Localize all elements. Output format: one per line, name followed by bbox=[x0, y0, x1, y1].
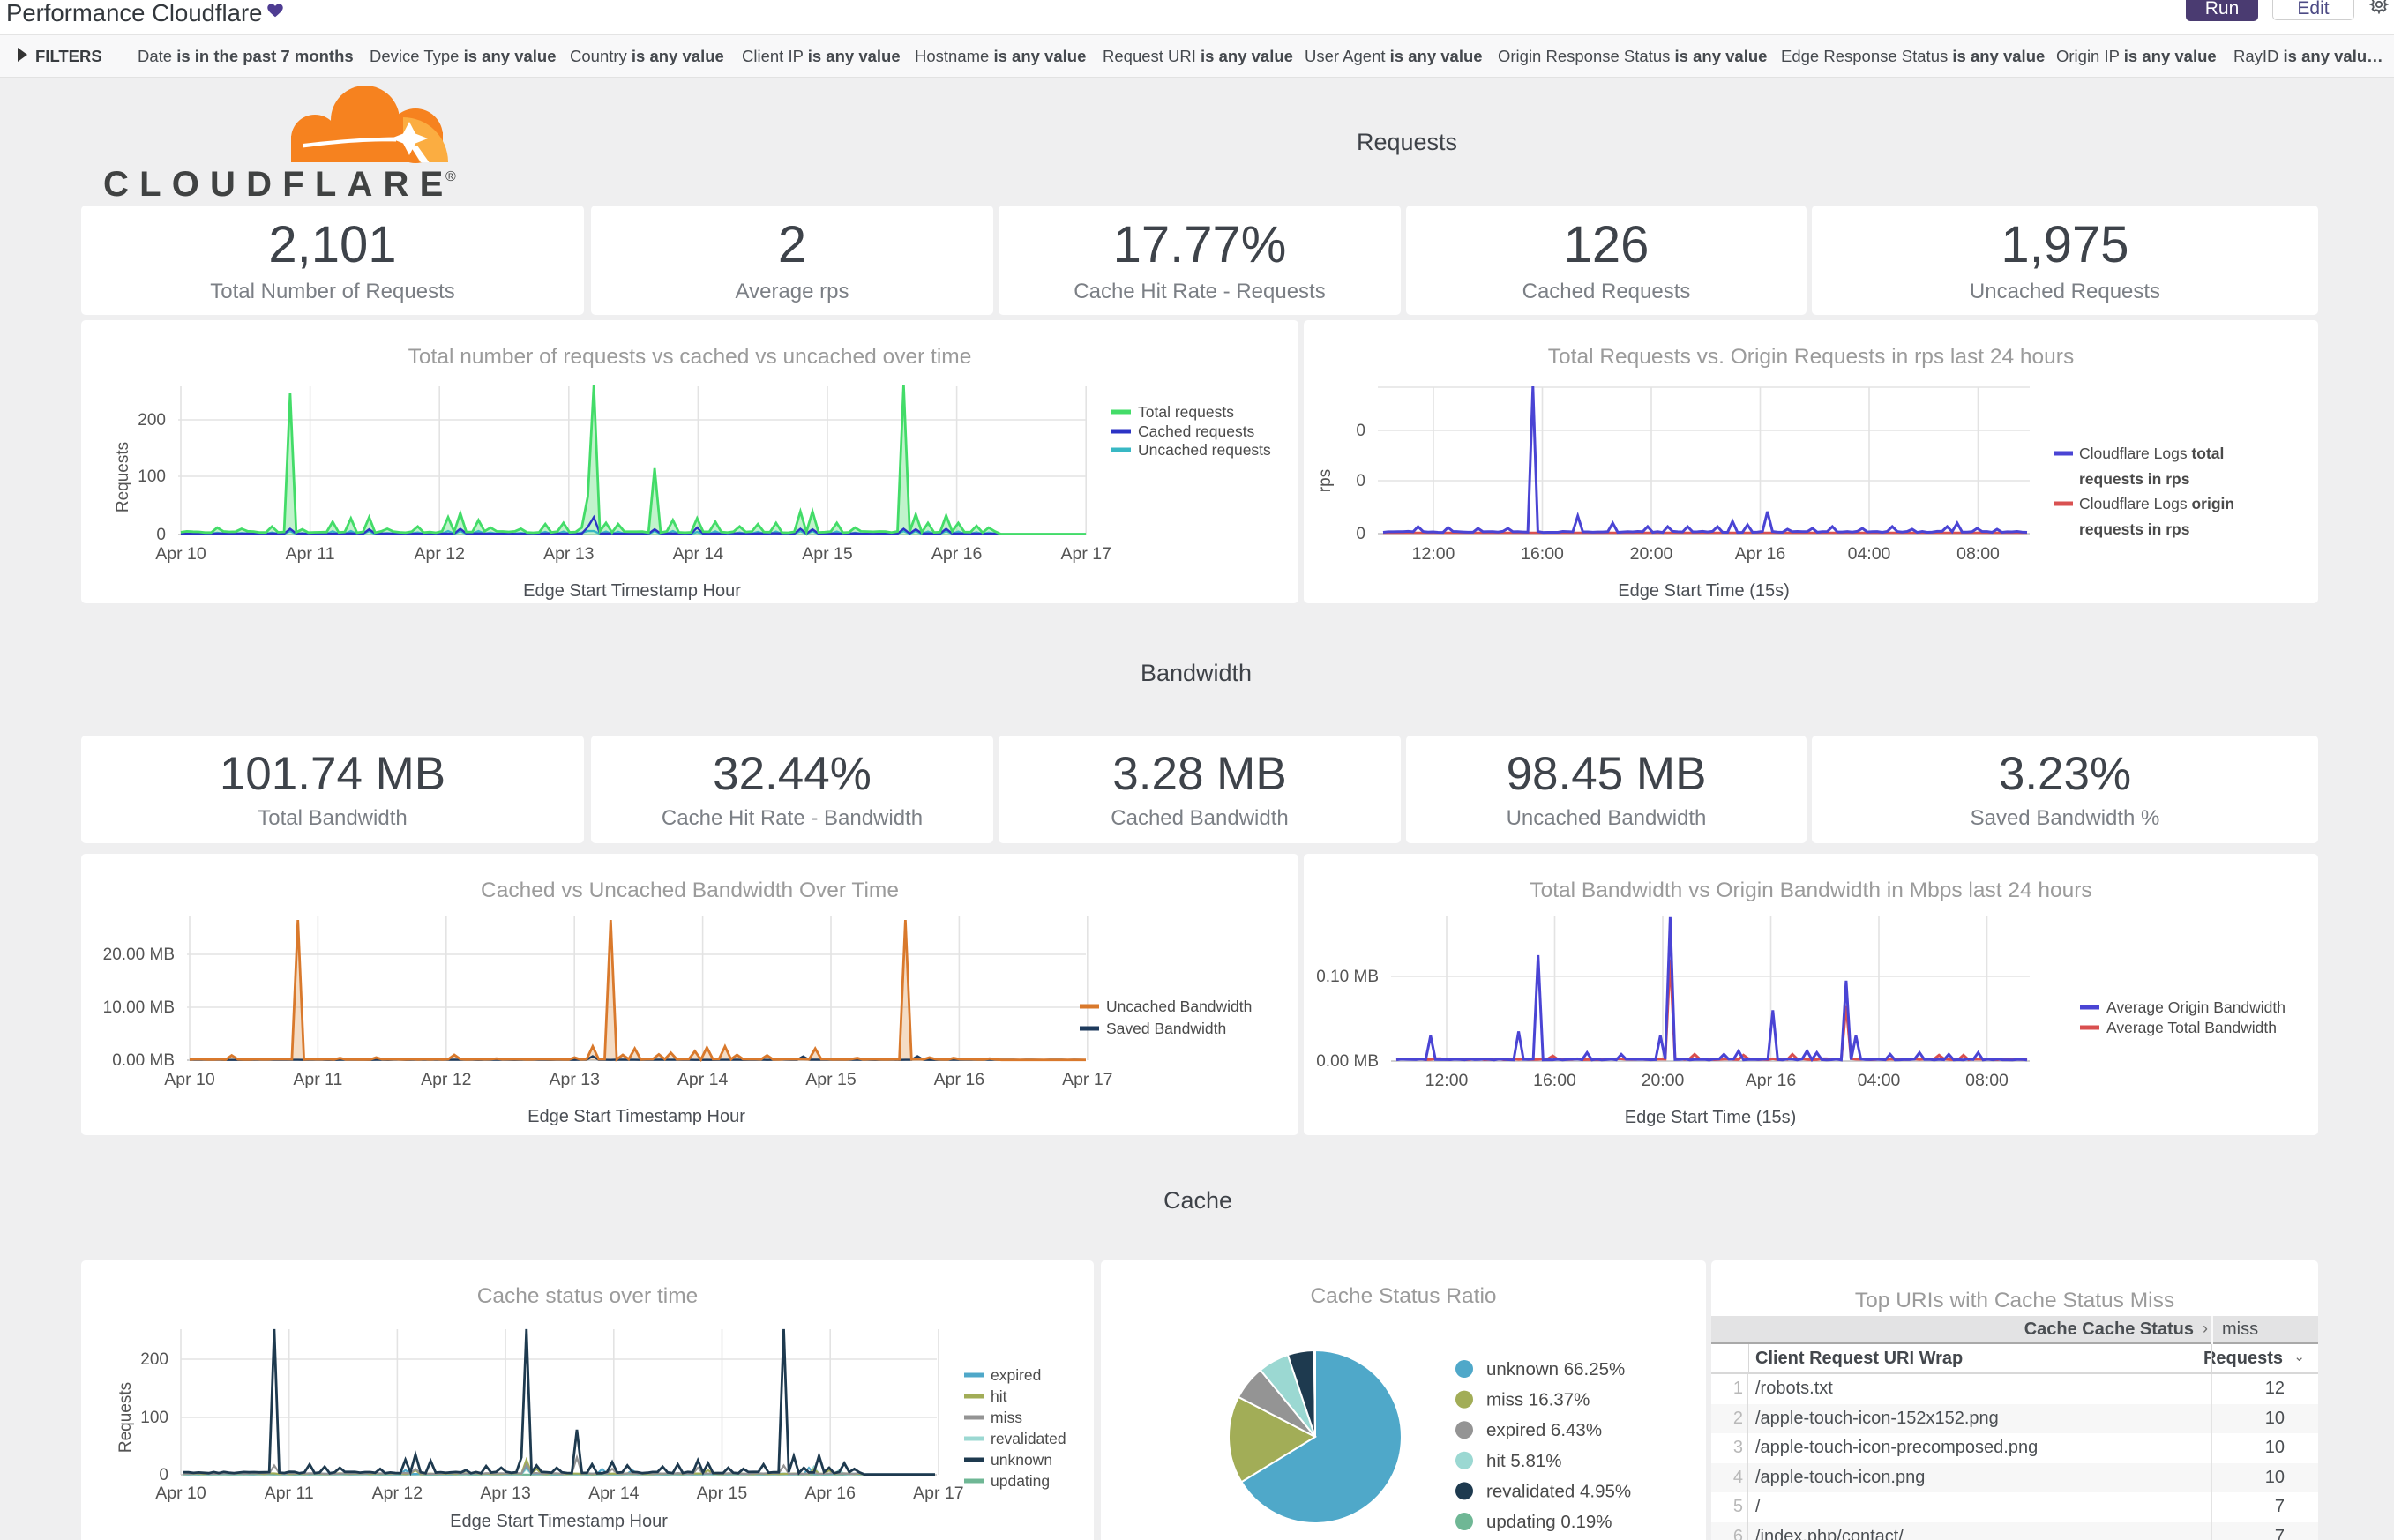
svg-text:04:00: 04:00 bbox=[1858, 1071, 1901, 1090]
svg-text:Uncached requests: Uncached requests bbox=[1138, 441, 1271, 459]
svg-text:200: 200 bbox=[138, 411, 166, 430]
svg-text:12:00: 12:00 bbox=[1412, 544, 1455, 564]
svg-text:Apr 16: Apr 16 bbox=[1735, 544, 1785, 564]
svg-text:Requests: Requests bbox=[116, 1382, 135, 1453]
svg-text:20:00: 20:00 bbox=[1630, 544, 1673, 564]
svg-text:Apr 17: Apr 17 bbox=[1062, 1070, 1112, 1089]
svg-text:Apr 11: Apr 11 bbox=[293, 1070, 342, 1089]
svg-text:Apr 12: Apr 12 bbox=[414, 544, 464, 564]
svg-text:Cached requests: Cached requests bbox=[1138, 422, 1255, 440]
svg-text:expired 6.43%: expired 6.43% bbox=[1486, 1420, 1602, 1440]
svg-text:CLOUDFLARE: CLOUDFLARE bbox=[103, 165, 454, 204]
svg-text:10.00 MB: 10.00 MB bbox=[103, 998, 175, 1017]
svg-text:Edge Start Timestamp Hour: Edge Start Timestamp Hour bbox=[450, 1512, 668, 1531]
svg-text:miss 16.37%: miss 16.37% bbox=[1486, 1390, 1590, 1410]
svg-text:20:00: 20:00 bbox=[1642, 1071, 1685, 1090]
svg-text:0.00 MB: 0.00 MB bbox=[112, 1051, 175, 1070]
svg-text:0: 0 bbox=[159, 1466, 168, 1484]
svg-text:Cached vs Uncached Bandwidth O: Cached vs Uncached Bandwidth Over Time bbox=[481, 878, 899, 902]
svg-text:revalidated 4.95%: revalidated 4.95% bbox=[1486, 1481, 1631, 1501]
svg-text:®: ® bbox=[445, 169, 456, 184]
svg-text:Apr 15: Apr 15 bbox=[805, 1070, 857, 1089]
svg-text:Apr 16: Apr 16 bbox=[934, 1070, 984, 1089]
svg-text:requests in rps: requests in rps bbox=[2079, 470, 2190, 488]
svg-text:0.10 MB: 0.10 MB bbox=[1316, 968, 1379, 986]
svg-text:16:00: 16:00 bbox=[1521, 544, 1564, 564]
svg-text:updating 0.19%: updating 0.19% bbox=[1486, 1512, 1612, 1532]
svg-text:0: 0 bbox=[1356, 472, 1365, 490]
svg-text:Apr 10: Apr 10 bbox=[164, 1070, 215, 1089]
svg-text:Edge Start Time (15s): Edge Start Time (15s) bbox=[1618, 581, 1790, 601]
svg-text:0: 0 bbox=[156, 526, 166, 544]
svg-text:unknown: unknown bbox=[991, 1451, 1052, 1469]
svg-text:Apr 13: Apr 13 bbox=[543, 544, 594, 564]
svg-text:12:00: 12:00 bbox=[1425, 1071, 1469, 1090]
svg-text:Requests: Requests bbox=[114, 442, 132, 512]
svg-text:Total Bandwidth vs Origin Band: Total Bandwidth vs Origin Bandwidth in M… bbox=[1530, 878, 2091, 902]
svg-text:Cloudflare Logs total: Cloudflare Logs total bbox=[2079, 445, 2224, 462]
svg-text:Cloudflare Logs origin: Cloudflare Logs origin bbox=[2079, 495, 2234, 512]
svg-text:Apr 14: Apr 14 bbox=[588, 1484, 640, 1503]
svg-text:revalidated: revalidated bbox=[991, 1430, 1066, 1447]
svg-text:unknown 66.25%: unknown 66.25% bbox=[1486, 1359, 1625, 1379]
svg-text:Apr 12: Apr 12 bbox=[372, 1484, 423, 1503]
svg-text:Apr 10: Apr 10 bbox=[155, 1484, 206, 1503]
svg-text:Average Origin Bandwidth: Average Origin Bandwidth bbox=[2106, 998, 2286, 1016]
svg-text:updating: updating bbox=[991, 1472, 1050, 1490]
svg-text:0: 0 bbox=[1356, 525, 1365, 543]
svg-text:04:00: 04:00 bbox=[1848, 544, 1891, 564]
svg-text:Edge Start Timestamp Hour: Edge Start Timestamp Hour bbox=[527, 1107, 745, 1126]
svg-text:20.00 MB: 20.00 MB bbox=[103, 946, 175, 964]
svg-text:100: 100 bbox=[140, 1409, 168, 1427]
svg-text:Apr 16: Apr 16 bbox=[804, 1484, 855, 1503]
svg-text:Apr 10: Apr 10 bbox=[155, 544, 206, 564]
svg-text:100: 100 bbox=[138, 467, 166, 486]
svg-text:200: 200 bbox=[140, 1350, 168, 1369]
svg-text:rps: rps bbox=[1316, 469, 1335, 492]
svg-text:Total requests: Total requests bbox=[1138, 403, 1234, 421]
svg-text:Apr 12: Apr 12 bbox=[421, 1070, 471, 1089]
svg-text:Edge Start Time (15s): Edge Start Time (15s) bbox=[1625, 1108, 1797, 1127]
svg-text:hit: hit bbox=[991, 1387, 1007, 1405]
svg-text:Apr 17: Apr 17 bbox=[913, 1484, 963, 1503]
svg-text:expired: expired bbox=[991, 1366, 1041, 1384]
svg-text:Apr 14: Apr 14 bbox=[673, 544, 724, 564]
svg-text:Apr 13: Apr 13 bbox=[480, 1484, 530, 1503]
svg-text:Apr 11: Apr 11 bbox=[286, 544, 335, 564]
svg-text:08:00: 08:00 bbox=[1965, 1071, 2009, 1090]
svg-text:Saved Bandwidth: Saved Bandwidth bbox=[1106, 1020, 1226, 1037]
svg-text:Apr 11: Apr 11 bbox=[265, 1484, 314, 1503]
svg-text:Apr 15: Apr 15 bbox=[802, 544, 853, 564]
svg-text:Apr 17: Apr 17 bbox=[1060, 544, 1111, 564]
svg-text:16:00: 16:00 bbox=[1533, 1071, 1576, 1090]
svg-text:hit 5.81%: hit 5.81% bbox=[1486, 1451, 1561, 1471]
svg-text:Apr 16: Apr 16 bbox=[931, 544, 982, 564]
svg-text:Average Total Bandwidth: Average Total Bandwidth bbox=[2106, 1019, 2277, 1036]
svg-text:miss: miss bbox=[991, 1409, 1022, 1426]
svg-text:Total number of requests vs ca: Total number of requests vs cached vs un… bbox=[408, 345, 972, 369]
svg-text:requests in rps: requests in rps bbox=[2079, 520, 2190, 538]
svg-text:0.00 MB: 0.00 MB bbox=[1316, 1052, 1379, 1071]
svg-text:Cache Status Ratio: Cache Status Ratio bbox=[1310, 1284, 1496, 1308]
svg-text:Cache status over time: Cache status over time bbox=[477, 1284, 699, 1308]
svg-text:Apr 13: Apr 13 bbox=[549, 1070, 599, 1089]
svg-text:Apr 15: Apr 15 bbox=[697, 1484, 748, 1503]
svg-text:0: 0 bbox=[1356, 422, 1365, 440]
svg-text:Uncached Bandwidth: Uncached Bandwidth bbox=[1106, 998, 1252, 1015]
svg-text:Apr 16: Apr 16 bbox=[1746, 1071, 1796, 1090]
svg-text:Apr 14: Apr 14 bbox=[677, 1070, 729, 1089]
svg-text:Total Requests vs. Origin Requ: Total Requests vs. Origin Requests in rp… bbox=[1548, 345, 2074, 369]
svg-text:Edge Start Timestamp Hour: Edge Start Timestamp Hour bbox=[523, 581, 741, 601]
svg-text:08:00: 08:00 bbox=[1956, 544, 2000, 564]
